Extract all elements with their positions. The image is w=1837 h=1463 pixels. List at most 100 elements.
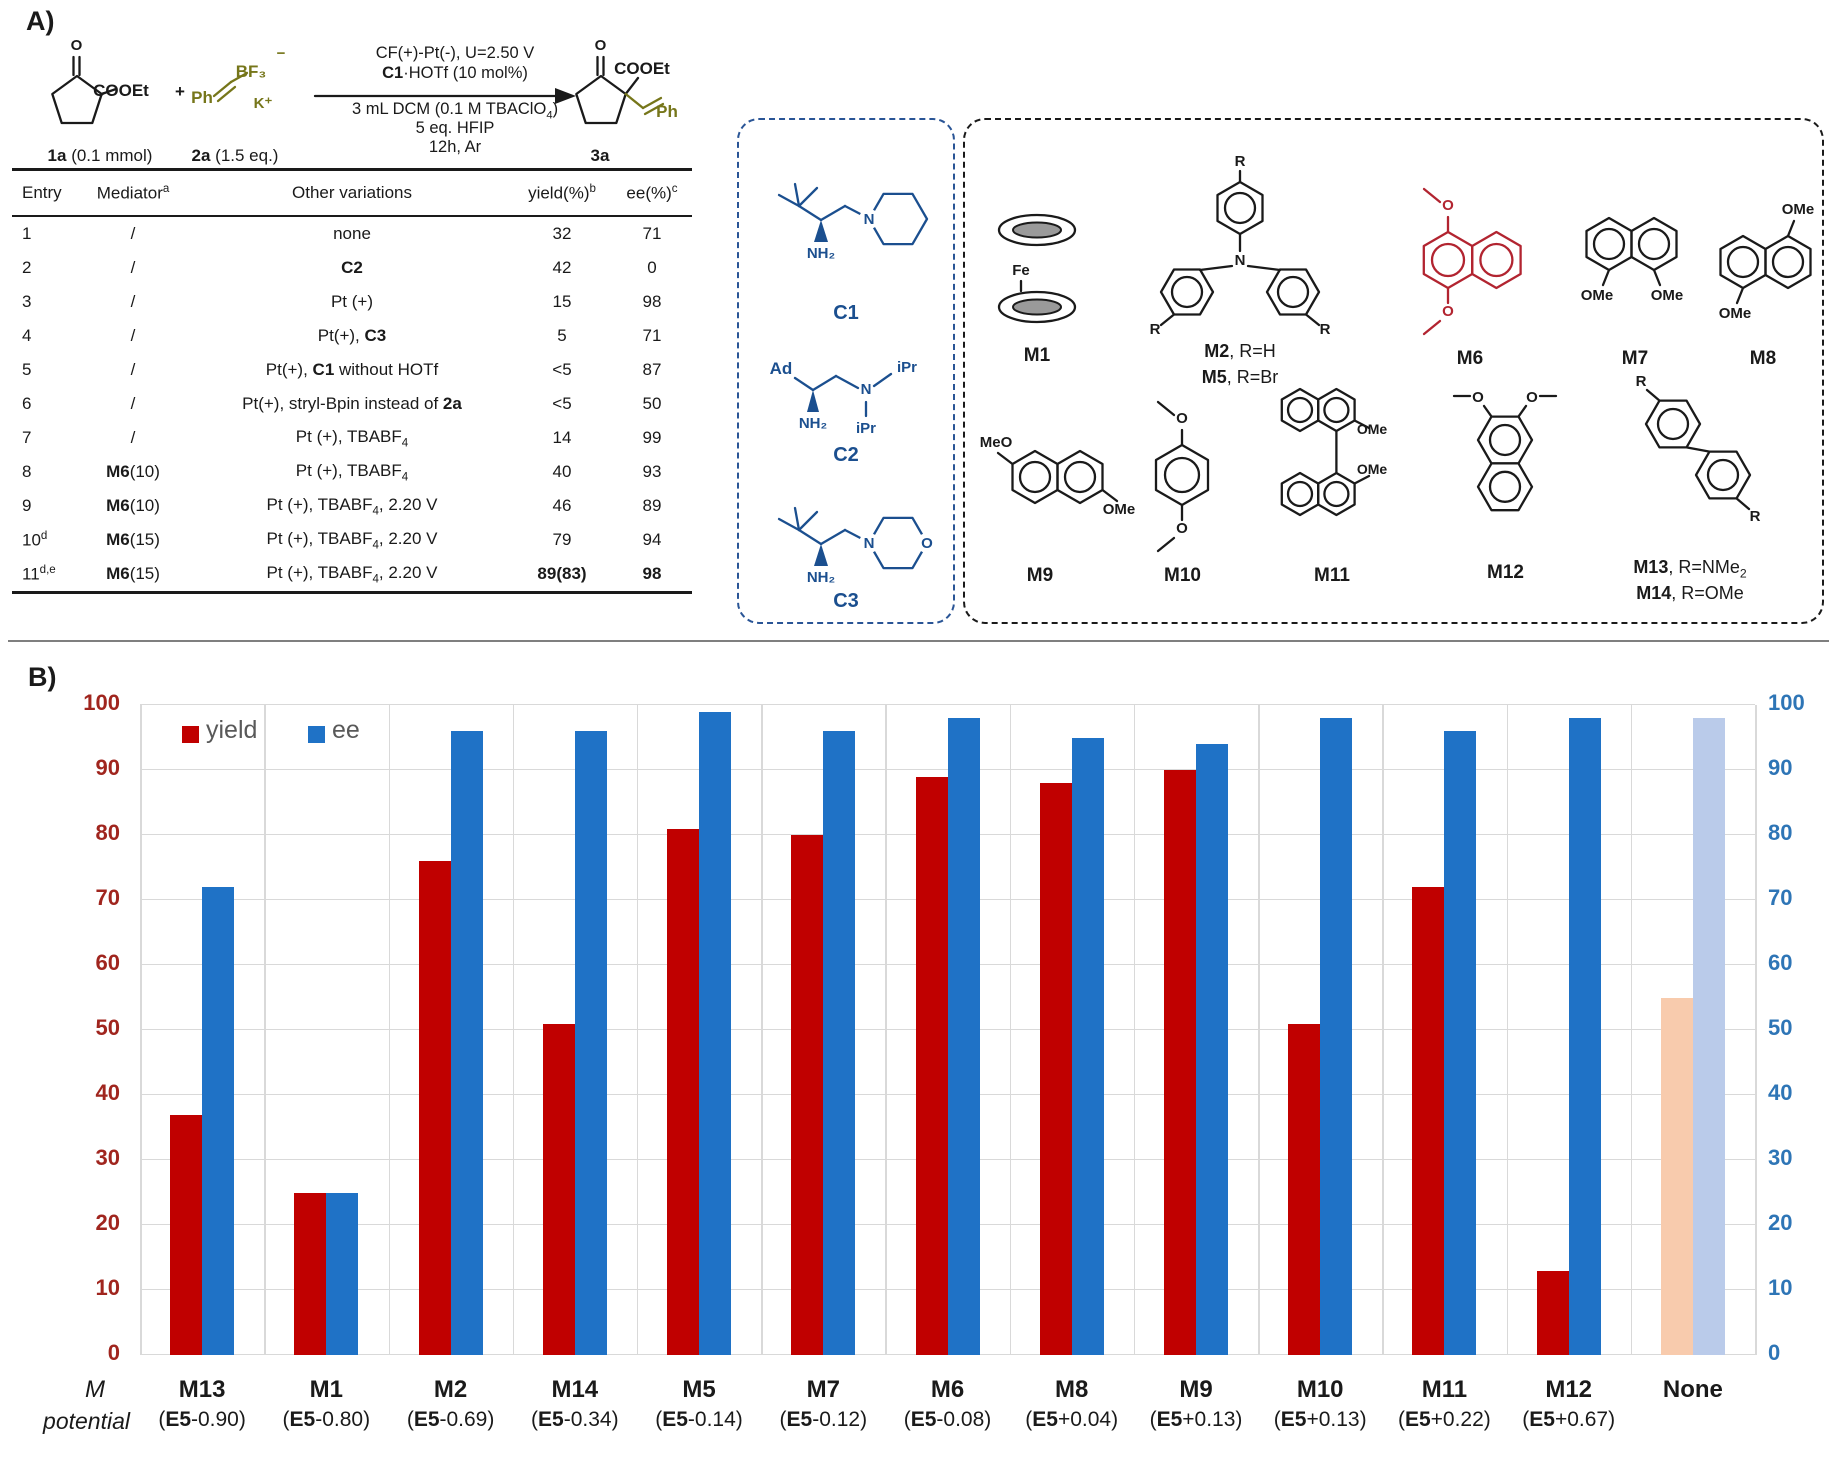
dimethoxynaphthalene-red: O O xyxy=(1422,187,1522,336)
mediator-box: Fe M1 R N R R M xyxy=(963,118,1824,624)
o-label: O xyxy=(1442,303,1454,320)
triarylamine: R N R R xyxy=(1150,153,1331,337)
gridline xyxy=(636,705,639,1355)
table-cell: 1 xyxy=(22,224,32,243)
reaction-scheme: O COOEt + Ph BF₃ − K⁺ O COOEt xyxy=(51,37,678,125)
y-axis-tick-left: 80 xyxy=(95,820,120,845)
yield-bar-m1 xyxy=(294,1192,327,1355)
yield-bar-m11 xyxy=(1412,887,1445,1355)
ipr-label: iPr xyxy=(897,359,917,376)
conditions-line-2: C1·HOTf (10 mol%) xyxy=(382,64,528,82)
table-cell: 9 xyxy=(22,496,32,515)
gridline xyxy=(885,705,887,1355)
table-cell: / xyxy=(130,360,136,379)
column-header: Entry xyxy=(12,168,74,217)
table-cell: Pt (+), TBABF4 xyxy=(295,426,409,450)
reaction-arrow xyxy=(313,88,576,104)
dimethoxybenzene: O O xyxy=(1154,400,1210,553)
table-cell: 87 xyxy=(642,360,662,379)
c3-skeleton: NH₂ N O xyxy=(777,506,937,586)
y-axis-tick-left: 0 xyxy=(107,1340,120,1365)
product-caption: 3a xyxy=(590,146,610,165)
gridline xyxy=(512,705,515,1355)
yield-bar-m9 xyxy=(1164,770,1196,1355)
mediator-m11-label: M11 xyxy=(1314,565,1350,586)
yield-legend-label: yield xyxy=(206,716,258,744)
table-cell: Pt (+), TBABF4 xyxy=(295,460,409,484)
table-cell: 93 xyxy=(642,462,662,481)
x-axis-row-label-m: M xyxy=(85,1376,105,1403)
table-cell: 98 xyxy=(612,557,692,594)
category-potential-label: (E5-0.90) xyxy=(158,1408,246,1431)
mediator-m10-label: M10 xyxy=(1164,565,1201,586)
ring-n-label: N xyxy=(864,535,875,552)
dimethoxynaphthalene: OMe OMe xyxy=(1719,201,1815,322)
o-label: O xyxy=(1442,197,1454,214)
category-potential-label: (E5-0.34) xyxy=(531,1408,619,1431)
reactant2-caption: 2a (1.5 eq.) xyxy=(191,146,279,165)
conditions-line-5: 12h, Ar xyxy=(428,138,482,156)
y-axis-tick-left: 90 xyxy=(95,755,120,780)
panel-b-label: B) xyxy=(28,662,57,692)
mediator-m5-label: M5, R=Br xyxy=(1201,367,1279,387)
column-header: ee(%)c xyxy=(612,168,692,217)
mediator-m14-label: M14, R=OMe xyxy=(1636,583,1744,603)
table-cell: 0 xyxy=(647,258,657,277)
table-row: 1 / none 32 71 xyxy=(12,216,692,251)
plus-sign: + xyxy=(175,82,185,101)
category-potential-label: (E5+0.13) xyxy=(1149,1408,1243,1431)
meo-label: MeO xyxy=(980,434,1013,451)
table-row: 11d,e M6(15) Pt (+), TBABF4, 2.20 V 89(83) 9… xyxy=(12,557,692,594)
table-cell: 2 xyxy=(22,258,32,277)
reactant1-caption: 1a (0.1 mmol) xyxy=(47,146,153,165)
results-table-body: 1/none 32 71 2/C2 42 0 3/Pt (+) 15 98 4/Pt(+), C3… xyxy=(12,216,692,594)
table-row: 9 M6(10) Pt (+), TBABF4, 2.20 V 46 89 xyxy=(12,489,692,523)
table-cell: 71 xyxy=(642,224,662,243)
table-row: 8 M6(10) Pt (+), TBABF4 40 93 xyxy=(12,455,692,489)
table-row: 7 / Pt (+), TBABF4 14 99 xyxy=(12,421,692,455)
mediator-m1-label: M1 xyxy=(1023,345,1051,366)
y-axis-tick-right: 40 xyxy=(1768,1080,1793,1105)
bf3-label: BF₃ xyxy=(236,62,267,81)
ee-bar-m7 xyxy=(823,731,856,1355)
y-axis-tick-left: 100 xyxy=(83,690,120,715)
gridline xyxy=(1133,705,1136,1355)
table-cell: 6 xyxy=(22,394,32,413)
chart: B) yield ee M potential 0 0 10 10 20 20 30 30 40… xyxy=(0,650,1837,1463)
table-cell: / xyxy=(130,224,136,243)
o-label: O xyxy=(1526,389,1538,406)
table-cell: 79 xyxy=(552,530,572,549)
ee-bar-m2 xyxy=(450,731,483,1355)
dimethoxynaphthalene: OMe OMe xyxy=(1581,216,1683,304)
amine-label: NH₂ xyxy=(807,569,835,586)
table-cell: 10d xyxy=(22,529,48,550)
ee-bar-m6 xyxy=(947,718,980,1355)
ring-n-label: N xyxy=(864,211,875,228)
carbonyl-o-label: O xyxy=(595,37,607,54)
molecule-m8-structure: OMe OMe xyxy=(1719,201,1815,322)
ee-legend-swatch xyxy=(308,726,325,743)
ee-bar-m9 xyxy=(1196,744,1228,1355)
table-row: 6 / Pt(+), stryl-Bpin instead of 2a <5 50 xyxy=(12,387,692,421)
results-table-header-row: Entry Mediatora Other variations yield(%)b e… xyxy=(12,168,692,217)
yield-bar-m12 xyxy=(1536,1270,1569,1355)
table-cell: 3 xyxy=(22,292,32,311)
ee-bar-m1 xyxy=(326,1192,359,1355)
molecule-m9-structure: MeO OMe xyxy=(980,434,1136,518)
ee-bar-none xyxy=(1692,718,1725,1355)
mediator-m2-label: M2, R=H xyxy=(1204,341,1276,361)
mediator-m12-label: M12 xyxy=(1487,562,1524,583)
gridline xyxy=(264,705,266,1355)
category-label: M14 xyxy=(551,1376,599,1403)
product-structure: O COOEt Ph xyxy=(575,37,678,125)
mediator-m8-label: M8 xyxy=(1749,348,1777,369)
molecule-m7-structure: OMe OMe xyxy=(1581,216,1683,304)
n-label: N xyxy=(861,381,872,398)
y-axis-tick-left: 50 xyxy=(95,1015,120,1040)
table-cell: M6(15) xyxy=(74,557,192,594)
category-label: M6 xyxy=(930,1376,965,1403)
yield-bar-m10 xyxy=(1288,1023,1321,1355)
gridline xyxy=(388,705,390,1355)
gridline xyxy=(1755,705,1757,1355)
